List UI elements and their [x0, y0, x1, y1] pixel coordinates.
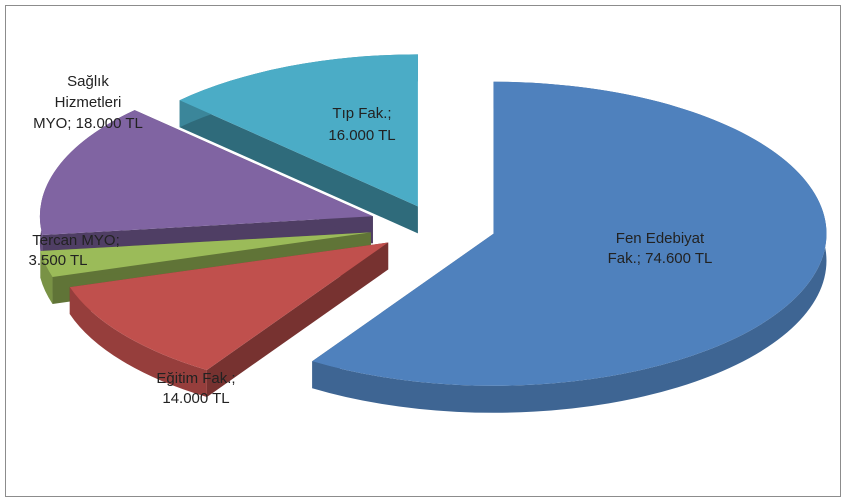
label-tercan: Tercan MYO; 3.500 TL: [29, 232, 120, 269]
slice-side-e-itim-fak--rim: [69, 287, 207, 397]
slice-sa-l-k-hizmetleri-myo: [39, 110, 373, 235]
slice-label-line: 3.500 TL: [29, 252, 88, 269]
slice-tercan-myo: [40, 232, 371, 277]
slice-label-line: Hizmetleri: [55, 94, 122, 111]
label-saglik: Sağlık Hizmetleri MYO; 18.000 TL: [33, 73, 143, 132]
slice-label-line: 16.000 TL: [328, 127, 395, 144]
slice-label-line: Tıp Fak.;: [332, 105, 391, 122]
slice-label-line: MYO; 18.000 TL: [33, 115, 143, 132]
slice-label-line: Sağlık: [67, 73, 109, 90]
slice-label-line: Fak.; 74.600 TL: [608, 250, 713, 267]
slice-label-line: 14.000 TL: [162, 390, 229, 407]
slice-fen-edebiyat-fak-: [312, 81, 827, 386]
label-tip: Tıp Fak.; 16.000 TL: [328, 105, 395, 144]
slice-label-line: Fen Edebiyat: [616, 230, 705, 247]
slice-e-itim-fak-: [69, 242, 389, 370]
pie-slices: [39, 54, 827, 386]
slice-side-e-itim-fak--wall: [206, 242, 389, 397]
label-fen-edebiyat: Fen Edebiyat Fak.; 74.600 TL: [608, 230, 713, 267]
slice-side-t-p-fak--wall: [179, 100, 418, 234]
slice-label-line: Eğitim Fak.;: [156, 370, 235, 387]
slice-t-p-fak-: [179, 54, 418, 207]
slice-side-tercan-myo-rim: [40, 251, 53, 304]
slice-side-fen-edebiyat-fak--rim: [312, 81, 827, 413]
label-egitim: Eğitim Fak.; 14.000 TL: [156, 370, 235, 407]
slice-label-line: Tercan MYO;: [32, 232, 120, 249]
